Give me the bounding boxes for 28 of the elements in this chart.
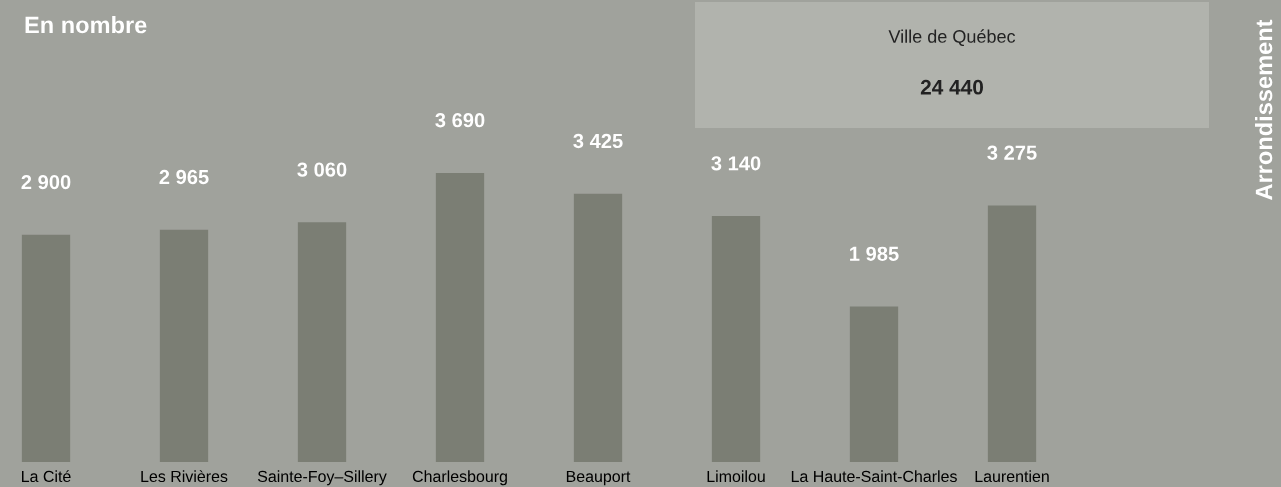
bar — [573, 193, 623, 462]
bar — [297, 222, 347, 462]
data-label: 3 140 — [711, 156, 761, 171]
x-tick-label: Laurentien — [975, 470, 1049, 483]
x-tick-label: Les Rivières — [141, 470, 228, 483]
data-label: 2 965 — [159, 169, 209, 185]
x-tick-label: Beauport — [566, 470, 631, 486]
bar — [21, 234, 71, 462]
data-label: 3 275 — [987, 145, 1037, 160]
x-tick-label: La Cité — [22, 470, 71, 483]
data-label: 3 425 — [573, 133, 623, 149]
chart-title: En nombre — [25, 16, 147, 34]
data-label: 3 060 — [297, 162, 347, 177]
x-tick-label: Charlesbourg — [412, 470, 507, 486]
text: 24 440 — [920, 79, 984, 95]
bar — [987, 205, 1037, 462]
x-tick-label: La Haute-Saint-Charles — [791, 470, 957, 483]
data-label: 1 985 — [850, 246, 899, 261]
data-label: 2 900 — [21, 174, 71, 190]
text: Arrondissement — [1254, 19, 1273, 200]
bar — [435, 173, 485, 462]
data-label: 3 690 — [435, 113, 485, 128]
x-tick-label: Sainte-Foy–Sillery — [257, 470, 387, 486]
bar — [849, 306, 899, 462]
x-tick-label: Limoilou — [707, 470, 765, 483]
text: Ville de Québec — [888, 29, 1016, 47]
bar — [159, 229, 209, 462]
bar — [711, 216, 761, 462]
